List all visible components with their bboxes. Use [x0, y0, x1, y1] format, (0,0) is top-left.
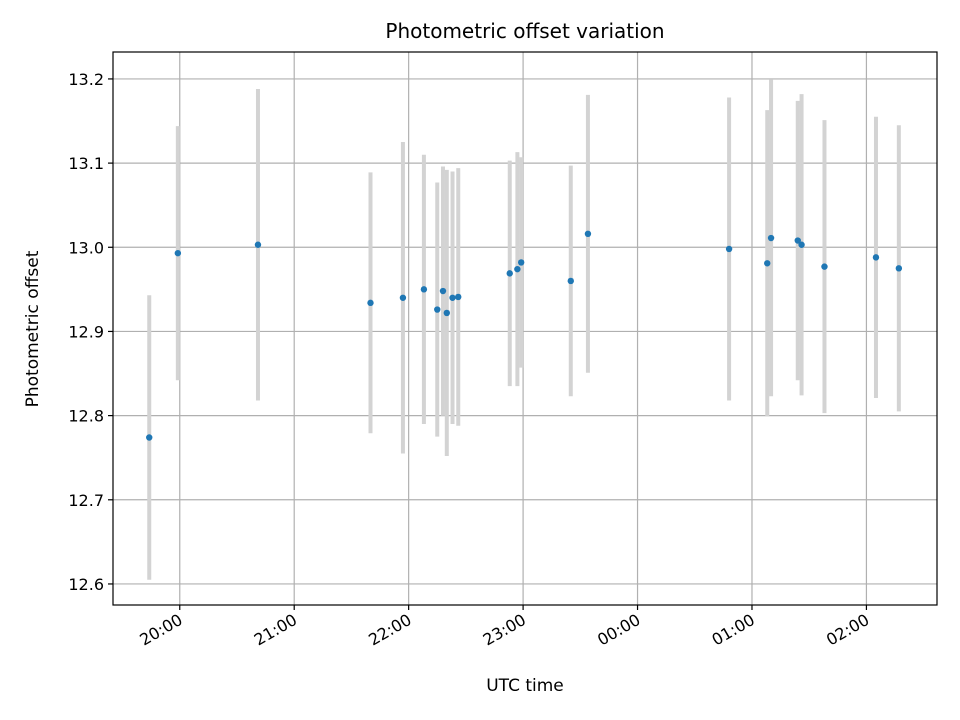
data-point	[443, 309, 450, 317]
data-point	[872, 254, 880, 261]
y-tick-label: 13.0	[68, 238, 104, 257]
data-point	[449, 294, 456, 301]
data-point	[146, 434, 153, 441]
data-point	[439, 287, 447, 295]
data-point	[174, 249, 182, 257]
plot-frame	[112, 51, 938, 606]
data-point	[798, 241, 805, 248]
y-tick-label: 12.7	[68, 491, 104, 510]
y-tick-label: 13.2	[68, 70, 104, 89]
data-point	[517, 259, 525, 266]
data-point	[367, 299, 374, 307]
data-point	[506, 270, 513, 277]
y-tick-label: 12.6	[68, 575, 104, 594]
data-point	[794, 237, 801, 244]
x-tick-label: 21:00	[251, 610, 300, 650]
data-point	[420, 286, 428, 293]
data-point	[767, 234, 775, 242]
data-point	[434, 306, 441, 313]
data-point	[455, 293, 462, 301]
y-tick-label: 12.8	[68, 407, 104, 426]
data-point	[764, 260, 771, 267]
data-point	[895, 265, 903, 272]
y-axis-title: Photometric offset	[23, 250, 43, 407]
x-tick-label: 00:00	[594, 610, 643, 650]
y-tick-label: 12.9	[68, 322, 104, 341]
data-point	[584, 230, 592, 238]
x-tick-label: 01:00	[709, 610, 758, 650]
x-axis-title: UTC time	[486, 676, 564, 696]
data-point	[567, 277, 574, 285]
chart-title: Photometric offset variation	[385, 19, 664, 43]
data-point	[399, 294, 407, 301]
x-tick-label: 23:00	[480, 610, 529, 650]
data-point	[254, 241, 262, 248]
y-tick-label: 13.1	[68, 154, 104, 173]
x-tick-label: 02:00	[823, 610, 872, 650]
data-point	[725, 245, 733, 253]
x-tick-label: 20:00	[136, 610, 185, 650]
x-tick-label: 22:00	[365, 610, 414, 650]
data-point	[821, 263, 828, 270]
data-point	[514, 265, 521, 273]
